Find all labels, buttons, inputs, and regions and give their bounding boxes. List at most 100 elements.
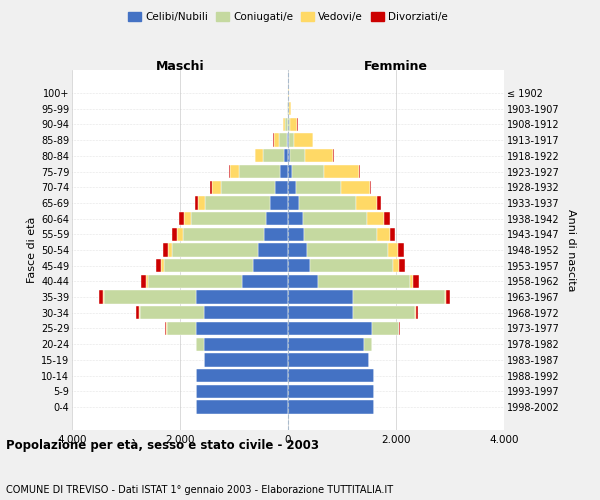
Bar bbox=[370, 180, 371, 194]
Bar bbox=[290, 118, 298, 131]
Bar bbox=[239, 165, 280, 178]
Bar bbox=[288, 212, 302, 226]
Bar bbox=[204, 353, 288, 366]
Bar bbox=[167, 322, 196, 335]
Bar bbox=[278, 134, 287, 147]
Bar bbox=[204, 306, 288, 320]
Bar bbox=[413, 274, 419, 288]
Bar bbox=[288, 165, 292, 178]
Text: Maschi: Maschi bbox=[155, 60, 205, 72]
Bar bbox=[285, 118, 287, 131]
Bar bbox=[302, 212, 367, 226]
Bar bbox=[288, 134, 289, 147]
Bar bbox=[270, 196, 288, 209]
Bar bbox=[288, 353, 369, 366]
Bar bbox=[372, 322, 398, 335]
Bar bbox=[172, 244, 259, 256]
Bar bbox=[377, 196, 381, 209]
Bar bbox=[409, 274, 413, 288]
Bar bbox=[191, 212, 266, 226]
Bar bbox=[288, 180, 296, 194]
Bar bbox=[359, 165, 360, 178]
Bar bbox=[299, 196, 355, 209]
Bar bbox=[242, 274, 288, 288]
Bar bbox=[146, 274, 148, 288]
Bar bbox=[253, 259, 288, 272]
Bar bbox=[367, 212, 384, 226]
Bar bbox=[353, 306, 415, 320]
Bar bbox=[288, 306, 353, 320]
Legend: Celibi/Nubili, Coniugati/e, Vedovi/e, Divorziati/e: Celibi/Nubili, Coniugati/e, Vedovi/e, Di… bbox=[124, 8, 452, 26]
Bar bbox=[205, 196, 270, 209]
Bar bbox=[198, 196, 205, 209]
Text: Popolazione per età, sesso e stato civile - 2003: Popolazione per età, sesso e stato civil… bbox=[6, 440, 319, 452]
Text: COMUNE DI TREVISO - Dati ISTAT 1° gennaio 2003 - Elaborazione TUTTITALIA.IT: COMUNE DI TREVISO - Dati ISTAT 1° gennai… bbox=[6, 485, 393, 495]
Bar bbox=[179, 212, 184, 226]
Bar bbox=[289, 102, 291, 116]
Bar bbox=[283, 118, 285, 131]
Bar bbox=[288, 338, 364, 351]
Bar bbox=[156, 259, 161, 272]
Bar bbox=[445, 290, 446, 304]
Bar bbox=[259, 244, 288, 256]
Bar bbox=[287, 134, 288, 147]
Bar bbox=[288, 244, 307, 256]
Bar bbox=[288, 228, 304, 241]
Bar bbox=[167, 244, 172, 256]
Bar bbox=[275, 180, 288, 194]
Bar bbox=[139, 306, 204, 320]
Bar bbox=[104, 290, 196, 304]
Bar bbox=[288, 274, 318, 288]
Bar bbox=[178, 228, 182, 241]
Bar bbox=[196, 384, 288, 398]
Bar bbox=[196, 290, 288, 304]
Bar bbox=[103, 290, 104, 304]
Bar bbox=[446, 290, 450, 304]
Bar bbox=[323, 165, 359, 178]
Bar bbox=[255, 149, 263, 162]
Bar bbox=[196, 322, 288, 335]
Bar bbox=[196, 369, 288, 382]
Bar bbox=[264, 228, 288, 241]
Bar bbox=[161, 259, 164, 272]
Bar bbox=[182, 228, 264, 241]
Text: Femmine: Femmine bbox=[364, 60, 428, 72]
Bar bbox=[288, 400, 374, 413]
Bar bbox=[212, 180, 221, 194]
Bar bbox=[284, 149, 288, 162]
Bar bbox=[172, 228, 178, 241]
Bar bbox=[184, 212, 191, 226]
Bar bbox=[415, 306, 416, 320]
Bar bbox=[388, 244, 398, 256]
Bar bbox=[305, 149, 334, 162]
Bar bbox=[288, 86, 289, 100]
Bar bbox=[196, 400, 288, 413]
Bar bbox=[136, 306, 139, 320]
Bar bbox=[204, 338, 288, 351]
Bar bbox=[287, 102, 288, 116]
Bar bbox=[292, 165, 323, 178]
Y-axis label: Fasce di età: Fasce di età bbox=[26, 217, 37, 283]
Bar bbox=[164, 259, 253, 272]
Bar bbox=[266, 212, 288, 226]
Bar bbox=[230, 165, 239, 178]
Bar bbox=[165, 322, 166, 335]
Bar bbox=[398, 244, 404, 256]
Bar bbox=[307, 244, 388, 256]
Bar bbox=[304, 228, 377, 241]
Bar bbox=[318, 274, 409, 288]
Bar bbox=[310, 259, 394, 272]
Bar bbox=[280, 165, 288, 178]
Bar bbox=[353, 290, 445, 304]
Bar bbox=[377, 228, 389, 241]
Bar bbox=[399, 322, 400, 335]
Bar bbox=[389, 228, 395, 241]
Bar bbox=[288, 259, 310, 272]
Bar bbox=[196, 338, 204, 351]
Bar bbox=[355, 196, 377, 209]
Bar bbox=[274, 134, 278, 147]
Bar bbox=[288, 322, 372, 335]
Bar bbox=[221, 180, 275, 194]
Bar bbox=[364, 338, 372, 351]
Bar bbox=[394, 259, 399, 272]
